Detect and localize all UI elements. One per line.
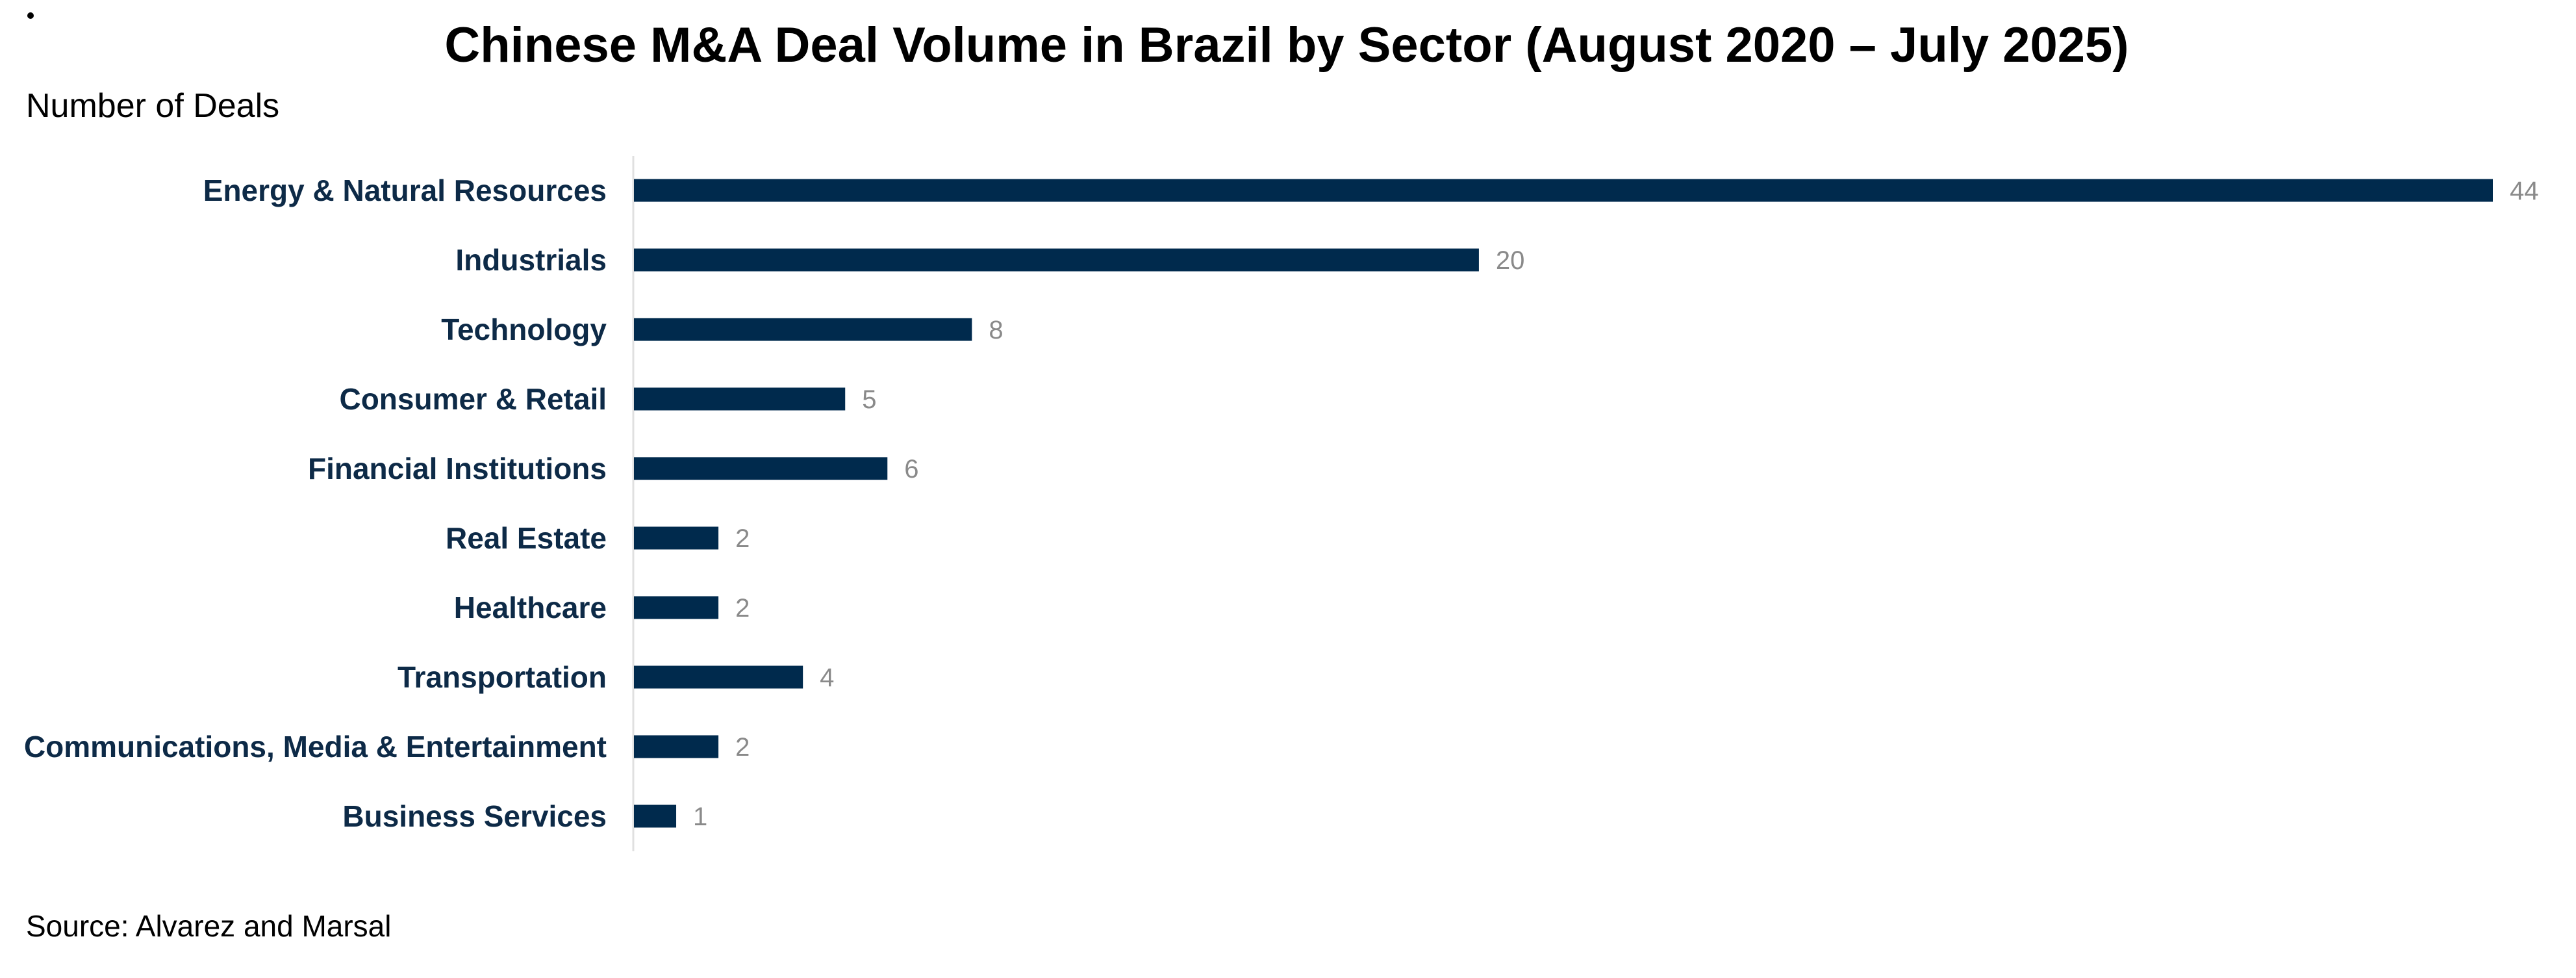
category-label: Healthcare: [454, 591, 607, 624]
value-label: 44: [2510, 177, 2539, 205]
bar: [634, 665, 803, 689]
value-label: 20: [1496, 246, 1525, 275]
bar: [634, 596, 719, 619]
value-label: 5: [862, 385, 876, 414]
y-axis-label: Number of Deals: [26, 87, 279, 125]
bar: [634, 735, 719, 758]
source-note: Source: Alvarez and Marsal: [26, 909, 392, 943]
value-label: 4: [820, 663, 834, 692]
bar: [634, 457, 888, 480]
category-label: Business Services: [342, 799, 607, 833]
chart-title: Chinese M&A Deal Volume in Brazil by Sec…: [444, 18, 2128, 73]
bar: [634, 248, 1479, 272]
bar: [634, 179, 2493, 202]
category-label: Consumer & Retail: [339, 382, 607, 416]
category-label: Financial Institutions: [308, 452, 607, 485]
value-label: 2: [735, 733, 750, 762]
value-label: 2: [735, 594, 750, 623]
bars-group: Energy & Natural Resources 44 Industrials 2…: [24, 174, 2539, 833]
bar: [634, 804, 677, 828]
category-label: Industrials: [455, 243, 607, 277]
value-label: 8: [989, 316, 1003, 344]
category-label: Technology: [441, 313, 607, 346]
value-label: 1: [693, 803, 707, 831]
bar: [634, 526, 719, 550]
category-label: Communications, Media & Entertainment: [24, 730, 607, 764]
category-label: Real Estate: [446, 521, 607, 555]
value-label: 6: [904, 455, 918, 483]
value-label: 2: [735, 524, 750, 553]
bullet-mark: [27, 12, 34, 19]
bar: [634, 387, 846, 411]
category-label: Transportation: [398, 660, 607, 694]
bar: [634, 318, 972, 341]
category-label: Energy & Natural Resources: [203, 174, 607, 207]
